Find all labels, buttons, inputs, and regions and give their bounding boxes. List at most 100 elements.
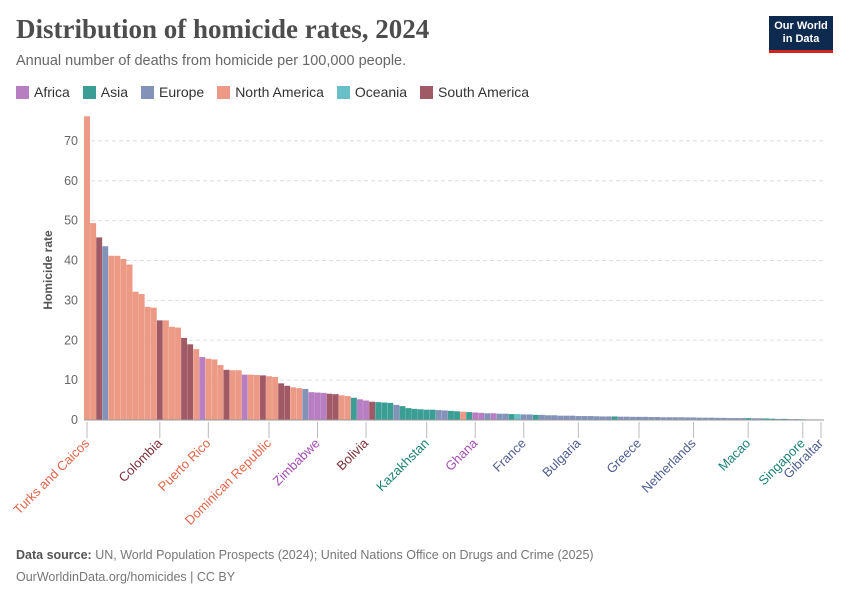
- bar-7: [126, 264, 133, 421]
- bar-78: [556, 415, 564, 421]
- bar-18: [193, 348, 200, 421]
- bar-70: [508, 413, 515, 421]
- owid-logo[interactable]: Our World in Data: [769, 16, 833, 53]
- legend-swatch-asia: [82, 85, 96, 99]
- bar-23: [223, 369, 230, 421]
- bar-25: [235, 370, 242, 421]
- legend-swatch-south-america: [420, 85, 434, 99]
- bar-4: [108, 255, 115, 421]
- legend-item-south-america[interactable]: South America: [420, 84, 529, 100]
- y-axis-label: Homicide rate: [41, 230, 55, 310]
- legend-item-africa[interactable]: Africa: [16, 84, 70, 100]
- bar-11: [150, 307, 157, 421]
- bar-30: [265, 375, 273, 421]
- y-tick-0: 0: [71, 413, 78, 427]
- x-label-56: Kazakhstan: [373, 436, 432, 495]
- bar-81: [575, 415, 582, 421]
- legend-item-europe[interactable]: Europe: [141, 84, 204, 100]
- x-label-0: Turks and Caicos: [10, 435, 92, 517]
- bar-55: [417, 409, 424, 421]
- url-note[interactable]: OurWorldinData.org/homicides | CC BY: [16, 570, 236, 584]
- bar-88: [617, 416, 624, 421]
- x-label-64: Ghana: [442, 435, 481, 474]
- y-tick-20: 20: [64, 333, 78, 347]
- bar-2: [95, 237, 103, 421]
- x-label-81: Bulgaria: [539, 435, 584, 480]
- bar-34: [290, 387, 297, 421]
- bar-26: [241, 374, 248, 421]
- legend-swatch-africa: [16, 85, 29, 99]
- bar-59: [441, 410, 449, 421]
- bar-13: [162, 320, 170, 421]
- legend-label-europe: Europe: [159, 84, 205, 100]
- bar-27: [247, 374, 254, 421]
- gridlines: [84, 140, 824, 381]
- bar-49: [381, 402, 388, 421]
- bar-42: [338, 395, 345, 421]
- bars: [83, 116, 819, 421]
- legend-swatch-europe: [141, 85, 155, 99]
- x-label-46: Bolivia: [333, 435, 371, 473]
- y-tick-70: 70: [64, 134, 78, 148]
- logo-line-1: Our World: [774, 20, 828, 32]
- source-label: Data source:: [16, 548, 92, 562]
- bar-6: [120, 258, 127, 421]
- x-label-20: Puerto Rico: [155, 436, 214, 495]
- bar-1: [89, 222, 97, 421]
- y-tick-40: 40: [64, 254, 78, 268]
- bar-56: [423, 409, 430, 421]
- bar-64: [472, 412, 479, 421]
- bar-74: [532, 414, 540, 421]
- bar-10: [144, 306, 151, 421]
- y-tick-30: 30: [64, 293, 78, 307]
- bar-84: [593, 416, 600, 421]
- x-label-91: Greece: [603, 436, 644, 477]
- bar-31: [271, 376, 279, 421]
- bar-47: [368, 401, 376, 421]
- bar-73: [526, 414, 534, 421]
- legend-swatch-north-america: [217, 85, 231, 99]
- x-label-12: Colombia: [115, 435, 165, 485]
- bar-82: [581, 415, 588, 421]
- bar-60: [447, 410, 455, 421]
- bar-58: [435, 409, 443, 421]
- bar-9: [138, 293, 145, 421]
- bar-72: [520, 414, 527, 421]
- bar-41: [332, 393, 339, 421]
- bar-61: [453, 411, 461, 421]
- legend-item-asia[interactable]: Asia: [82, 84, 128, 100]
- legend-item-north-america[interactable]: North America: [217, 84, 324, 100]
- bar-43: [344, 395, 352, 421]
- bar-19: [199, 356, 206, 421]
- bar-24: [229, 370, 236, 421]
- bar-76: [544, 415, 552, 421]
- bar-51: [393, 404, 400, 421]
- source-note: Data source: UN, World Population Prospe…: [16, 548, 594, 562]
- y-tick-50: 50: [64, 214, 78, 228]
- bar-8: [132, 291, 139, 421]
- y-tick-labels: 0 10 20 30 40 50 60 70: [64, 134, 78, 427]
- legend-label-oceania: Oceania: [354, 84, 408, 100]
- bar-69: [502, 413, 509, 421]
- bar-85: [599, 416, 606, 421]
- bar-40: [326, 393, 333, 421]
- bar-39: [320, 392, 327, 421]
- bar-29: [259, 375, 267, 421]
- legend-label-south-america: South America: [438, 84, 530, 100]
- bar-77: [550, 415, 558, 421]
- bar-45: [356, 399, 364, 421]
- legend-item-oceania[interactable]: Oceania: [336, 84, 408, 100]
- bar-37: [308, 391, 315, 421]
- bar-46: [362, 400, 370, 421]
- bar-28: [253, 374, 261, 421]
- bar-20: [205, 358, 212, 421]
- bar-16: [180, 337, 188, 421]
- legend-label-africa: Africa: [34, 84, 70, 100]
- y-tick-60: 60: [64, 174, 78, 188]
- bar-68: [496, 413, 503, 421]
- bar-17: [186, 344, 194, 421]
- bar-21: [211, 359, 218, 421]
- bar-36: [302, 388, 309, 421]
- bar-3: [102, 246, 109, 421]
- bar-0: [83, 116, 91, 421]
